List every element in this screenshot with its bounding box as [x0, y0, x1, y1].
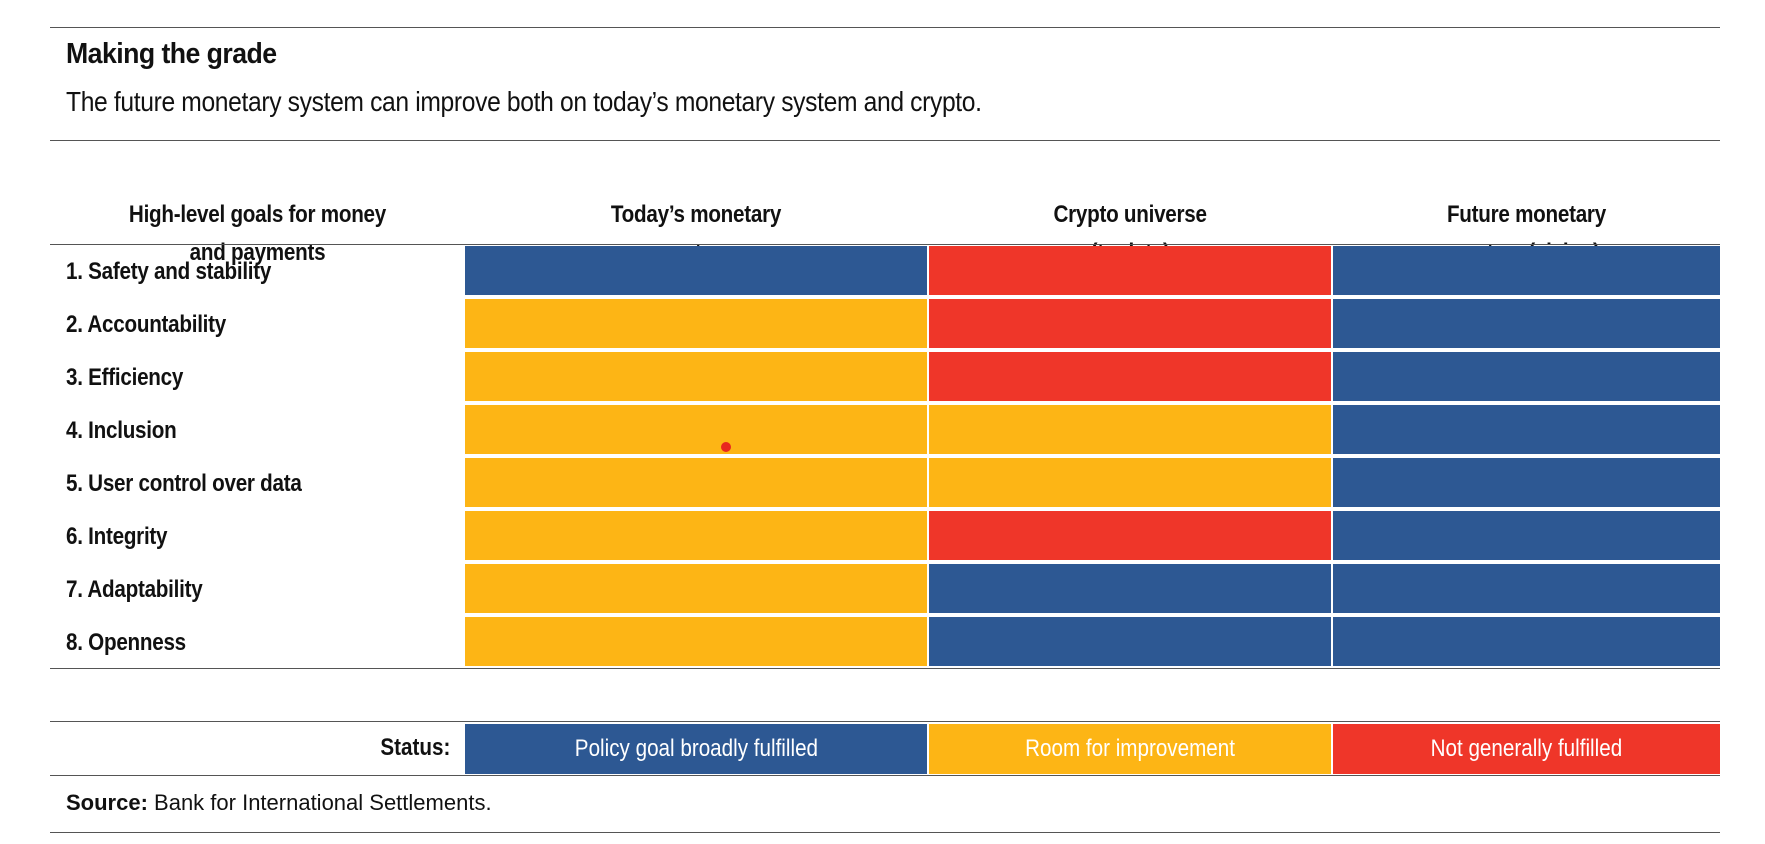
status-cell — [1333, 458, 1720, 507]
table-bottom-rule — [50, 668, 1720, 669]
column-header-goals: High-level goals for money and payments — [50, 158, 465, 272]
status-cell — [929, 617, 1331, 666]
legend-fulfilled-text: Policy goal broadly fulfilled — [574, 735, 818, 762]
row-label: 1. Safety and stability — [66, 258, 272, 285]
chart-subtitle: The future monetary system can improve b… — [66, 86, 982, 117]
source-text: Bank for International Settlements. — [147, 790, 492, 815]
legend-improvement: Room for improvement — [929, 724, 1331, 774]
row-label: 6. Integrity — [66, 523, 168, 550]
row-label: 7. Adaptability — [66, 576, 203, 603]
row-label: 3. Efficiency — [66, 364, 184, 391]
status-cell — [465, 405, 927, 454]
status-cell — [465, 246, 927, 295]
marker-dot — [721, 442, 731, 452]
status-cell — [465, 511, 927, 560]
top-rule — [50, 27, 1720, 28]
legend-fulfilled: Policy goal broadly fulfilled — [465, 724, 927, 774]
row-label: 2. Accountability — [66, 311, 227, 338]
legend-bottom-rule — [50, 775, 1720, 776]
status-cell — [465, 458, 927, 507]
status-label-text: Status: — [380, 734, 450, 761]
legend-not-fulfilled-text: Not generally fulfilled — [1430, 735, 1623, 762]
status-cell — [1333, 617, 1720, 666]
status-cell — [1333, 405, 1720, 454]
row-label: 5. User control over data — [66, 470, 302, 497]
status-cell — [929, 352, 1331, 401]
status-cell — [1333, 352, 1720, 401]
chart-title: Making the grade — [66, 38, 277, 70]
bottom-rule — [50, 832, 1720, 833]
source-note: Source: Bank for International Settlemen… — [66, 790, 492, 816]
status-cell — [465, 352, 927, 401]
status-cell — [465, 299, 927, 348]
status-cell — [465, 617, 927, 666]
status-cell — [929, 511, 1331, 560]
legend-top-rule — [50, 721, 1720, 722]
header-rule — [50, 140, 1720, 141]
status-cell — [929, 458, 1331, 507]
table-top-rule — [50, 244, 1720, 245]
row-label: 4. Inclusion — [66, 417, 177, 444]
status-label: Status: — [50, 723, 450, 773]
status-cell — [1333, 246, 1720, 295]
status-cell — [929, 564, 1331, 613]
status-cell — [1333, 564, 1720, 613]
status-cell — [1333, 299, 1720, 348]
status-cell — [929, 405, 1331, 454]
status-cell — [465, 564, 927, 613]
status-cell — [929, 299, 1331, 348]
source-label: Source: — [66, 790, 148, 815]
legend-improvement-text: Room for improvement — [1025, 735, 1235, 762]
status-cell — [929, 246, 1331, 295]
column-header-goals-text: High-level goals for money and payments — [128, 201, 387, 266]
row-label: 8. Openness — [66, 629, 186, 656]
status-cell — [1333, 511, 1720, 560]
legend-not-fulfilled: Not generally fulfilled — [1333, 724, 1720, 774]
